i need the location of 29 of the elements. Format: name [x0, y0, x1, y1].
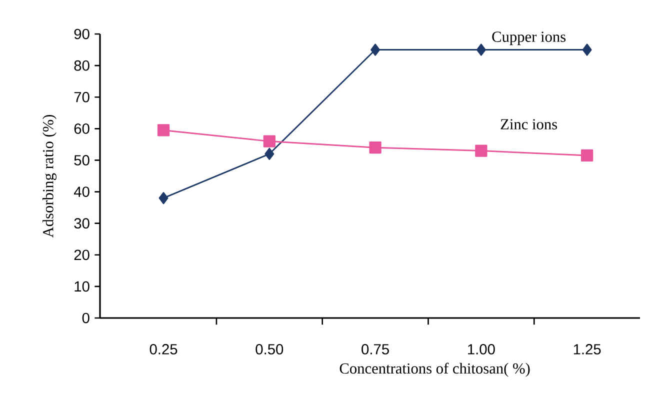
x-axis-title: Concentrations of chitosan( %)	[340, 362, 530, 377]
y-tick-label: 50	[74, 155, 90, 166]
series-label: Zinc ions	[500, 119, 558, 130]
y-tick-label: 10	[74, 281, 90, 292]
point	[157, 124, 170, 136]
y-tick-label: 70	[74, 92, 90, 102]
y-tick-label: 20	[74, 250, 90, 260]
point	[476, 44, 486, 56]
y-tick-label: 30	[74, 218, 90, 229]
point	[370, 44, 380, 56]
point	[369, 142, 382, 154]
point	[475, 144, 488, 157]
y-tick-label: 40	[74, 186, 90, 197]
y-tick-label: 0	[82, 312, 90, 324]
y-tick-label: 80	[74, 60, 90, 71]
point	[158, 192, 168, 204]
x-tick-label: 0.75	[362, 344, 389, 354]
point	[263, 135, 276, 148]
y-tick-label: 90	[74, 28, 90, 40]
y-tick-label: 60	[74, 123, 90, 134]
x-tick-label: 1.00	[468, 344, 495, 354]
y-axis-title: Adsorbing ratio (%)	[42, 114, 56, 238]
x-tick-label: 0.50	[256, 344, 284, 354]
point	[580, 149, 594, 162]
point	[264, 148, 274, 160]
point	[582, 44, 592, 56]
series-label: Cupper ions	[492, 32, 566, 46]
x-tick-label: 1.25	[574, 344, 601, 354]
x-tick-label: 0.25	[150, 344, 178, 354]
